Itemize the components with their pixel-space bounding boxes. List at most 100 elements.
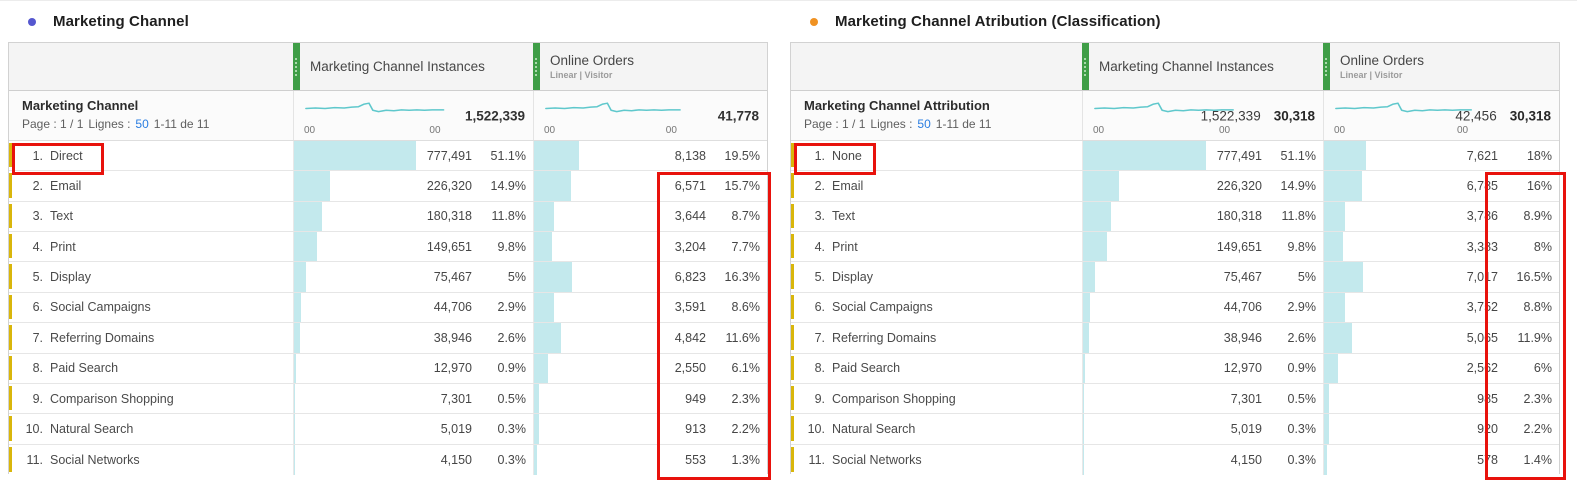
table-row[interactable]: 8. Paid Search 12,970 0.9% 2,562 6% bbox=[791, 353, 1559, 384]
dimension-cell[interactable]: 8. Paid Search bbox=[9, 354, 293, 383]
instances-cell[interactable]: 7,301 0.5% bbox=[1082, 383, 1323, 414]
column-drag-handle-icon[interactable] bbox=[1323, 43, 1330, 90]
table-row[interactable]: 7. Referring Domains 38,946 2.6% 4,842 1… bbox=[9, 323, 767, 354]
dimension-cell[interactable]: 9. Comparison Shopping bbox=[791, 384, 1082, 413]
instances-cell[interactable]: 226,320 14.9% bbox=[293, 171, 533, 201]
dimension-cell[interactable]: 6. Social Campaigns bbox=[791, 293, 1082, 322]
orders-cell[interactable]: 7,017 16.5% bbox=[1323, 262, 1559, 292]
dimension-cell[interactable]: 3. Text bbox=[9, 202, 293, 231]
instances-cell[interactable]: 7,301 0.5% bbox=[293, 383, 533, 414]
orders-cell[interactable]: 553 1.3% bbox=[533, 444, 767, 475]
instances-cell[interactable]: 12,970 0.9% bbox=[293, 353, 533, 383]
column-drag-handle-icon[interactable] bbox=[1082, 43, 1089, 90]
row-label[interactable]: Natural Search bbox=[832, 421, 916, 436]
instances-cell[interactable]: 75,467 5% bbox=[1082, 262, 1323, 292]
orders-cell[interactable]: 3,752 8.8% bbox=[1323, 292, 1559, 323]
dimension-cell[interactable]: 8. Paid Search bbox=[791, 354, 1082, 383]
instances-cell[interactable]: 226,320 14.9% bbox=[1082, 171, 1323, 201]
instances-cell[interactable]: 75,467 5% bbox=[293, 262, 533, 292]
dimension-cell[interactable]: 1. None bbox=[791, 141, 1082, 170]
instances-cell[interactable]: 5,019 0.3% bbox=[1082, 414, 1323, 444]
table-row[interactable]: 1. Direct 777,491 51.1% 8,138 19.5% bbox=[9, 141, 767, 172]
instances-cell[interactable]: 44,706 2.9% bbox=[293, 292, 533, 323]
orders-cell[interactable]: 2,562 6% bbox=[1323, 353, 1559, 383]
row-label[interactable]: Print bbox=[832, 239, 858, 254]
row-label[interactable]: Social Campaigns bbox=[50, 300, 151, 315]
dimension-cell[interactable]: 5. Display bbox=[9, 262, 293, 291]
column-header-instances[interactable]: Marketing Channel Instances bbox=[293, 43, 533, 90]
row-label[interactable]: Social Campaigns bbox=[832, 300, 933, 315]
table-row[interactable]: 4. Print 149,651 9.8% 3,383 8% bbox=[791, 232, 1559, 263]
orders-cell[interactable]: 6,571 15.7% bbox=[533, 171, 767, 201]
dimension-cell[interactable]: 9. Comparison Shopping bbox=[9, 384, 293, 413]
rows-per-page-link[interactable]: 50 bbox=[135, 117, 149, 131]
orders-cell[interactable]: 949 2.3% bbox=[533, 383, 767, 414]
table-row[interactable]: 7. Referring Domains 38,946 2.6% 5,065 1… bbox=[791, 323, 1559, 354]
table-row[interactable]: 10. Natural Search 5,019 0.3% 920 2.2% bbox=[791, 414, 1559, 445]
dimension-cell[interactable]: 11. Social Networks bbox=[9, 445, 293, 475]
row-label[interactable]: Paid Search bbox=[50, 361, 119, 376]
table-row[interactable]: 9. Comparison Shopping 7,301 0.5% 949 2.… bbox=[9, 383, 767, 415]
row-label[interactable]: Comparison Shopping bbox=[832, 391, 956, 406]
table-row[interactable]: 8. Paid Search 12,970 0.9% 2,550 6.1% bbox=[9, 353, 767, 384]
row-label[interactable]: Text bbox=[832, 209, 855, 224]
table-row[interactable]: 2. Email 226,320 14.9% 6,571 15.7% bbox=[9, 171, 767, 202]
row-label[interactable]: Direct bbox=[50, 148, 83, 163]
instances-cell[interactable]: 38,946 2.6% bbox=[1082, 323, 1323, 353]
dimension-cell[interactable]: 5. Display bbox=[791, 262, 1082, 291]
instances-cell[interactable]: 777,491 51.1% bbox=[1082, 141, 1323, 171]
table-row[interactable]: 11. Social Networks 4,150 0.3% 578 1.4% bbox=[791, 444, 1559, 475]
orders-cell[interactable]: 913 2.2% bbox=[533, 414, 767, 444]
orders-cell[interactable]: 985 2.3% bbox=[1323, 383, 1559, 414]
row-label[interactable]: Paid Search bbox=[832, 361, 901, 376]
dimension-cell[interactable]: 3. Text bbox=[791, 202, 1082, 231]
instances-cell[interactable]: 777,491 51.1% bbox=[293, 141, 533, 171]
orders-cell[interactable]: 4,842 11.6% bbox=[533, 323, 767, 353]
instances-cell[interactable]: 4,150 0.3% bbox=[293, 444, 533, 475]
table-row[interactable]: 5. Display 75,467 5% 7,017 16.5% bbox=[791, 262, 1559, 293]
table-row[interactable]: 1. None 777,491 51.1% 7,621 18% bbox=[791, 141, 1559, 172]
orders-cell[interactable]: 2,550 6.1% bbox=[533, 353, 767, 383]
column-drag-handle-icon[interactable] bbox=[533, 43, 540, 90]
row-label[interactable]: Comparison Shopping bbox=[50, 391, 174, 406]
instances-cell[interactable]: 4,150 0.3% bbox=[1082, 444, 1323, 475]
orders-cell[interactable]: 578 1.4% bbox=[1323, 444, 1559, 475]
column-drag-handle-icon[interactable] bbox=[293, 43, 300, 90]
row-label[interactable]: Display bbox=[832, 270, 873, 285]
row-label[interactable]: Referring Domains bbox=[832, 330, 937, 345]
table-row[interactable]: 5. Display 75,467 5% 6,823 16.3% bbox=[9, 262, 767, 293]
row-label[interactable]: Social Networks bbox=[832, 452, 922, 467]
orders-cell[interactable]: 3,786 8.9% bbox=[1323, 201, 1559, 232]
orders-cell[interactable]: 7,621 18% bbox=[1323, 141, 1559, 171]
instances-cell[interactable]: 38,946 2.6% bbox=[293, 323, 533, 353]
orders-cell[interactable]: 5,065 11.9% bbox=[1323, 323, 1559, 353]
table-row[interactable]: 2. Email 226,320 14.9% 6,785 16% bbox=[791, 171, 1559, 202]
row-label[interactable]: Natural Search bbox=[50, 421, 134, 436]
table-row[interactable]: 6. Social Campaigns 44,706 2.9% 3,752 8.… bbox=[791, 292, 1559, 324]
orders-cell[interactable]: 3,383 8% bbox=[1323, 232, 1559, 262]
dimension-cell[interactable]: 1. Direct bbox=[9, 141, 293, 170]
row-label[interactable]: Email bbox=[832, 179, 864, 194]
row-label[interactable]: Email bbox=[50, 179, 82, 194]
dimension-cell[interactable]: 10. Natural Search bbox=[9, 414, 293, 443]
row-label[interactable]: Referring Domains bbox=[50, 330, 155, 345]
table-row[interactable]: 3. Text 180,318 11.8% 3,786 8.9% bbox=[791, 201, 1559, 233]
table-row[interactable]: 4. Print 149,651 9.8% 3,204 7.7% bbox=[9, 232, 767, 263]
dimension-cell[interactable]: 7. Referring Domains bbox=[9, 323, 293, 352]
instances-cell[interactable]: 12,970 0.9% bbox=[1082, 353, 1323, 383]
dimension-cell[interactable]: 4. Print bbox=[791, 232, 1082, 261]
dimension-cell[interactable]: 4. Print bbox=[9, 232, 293, 261]
row-label[interactable]: None bbox=[832, 148, 862, 163]
instances-cell[interactable]: 5,019 0.3% bbox=[293, 414, 533, 444]
instances-cell[interactable]: 44,706 2.9% bbox=[1082, 292, 1323, 323]
dimension-cell[interactable]: 2. Email bbox=[791, 171, 1082, 200]
dimension-cell[interactable]: 6. Social Campaigns bbox=[9, 293, 293, 322]
orders-cell[interactable]: 3,591 8.6% bbox=[533, 292, 767, 323]
dimension-cell[interactable]: 2. Email bbox=[9, 171, 293, 200]
instances-cell[interactable]: 180,318 11.8% bbox=[293, 201, 533, 232]
dimension-cell[interactable]: 10. Natural Search bbox=[791, 414, 1082, 443]
table-row[interactable]: 11. Social Networks 4,150 0.3% 553 1.3% bbox=[9, 444, 767, 475]
column-header-online-orders[interactable]: Online Orders Linear | Visitor bbox=[533, 43, 767, 90]
orders-cell[interactable]: 8,138 19.5% bbox=[533, 141, 767, 171]
instances-cell[interactable]: 149,651 9.8% bbox=[293, 232, 533, 262]
